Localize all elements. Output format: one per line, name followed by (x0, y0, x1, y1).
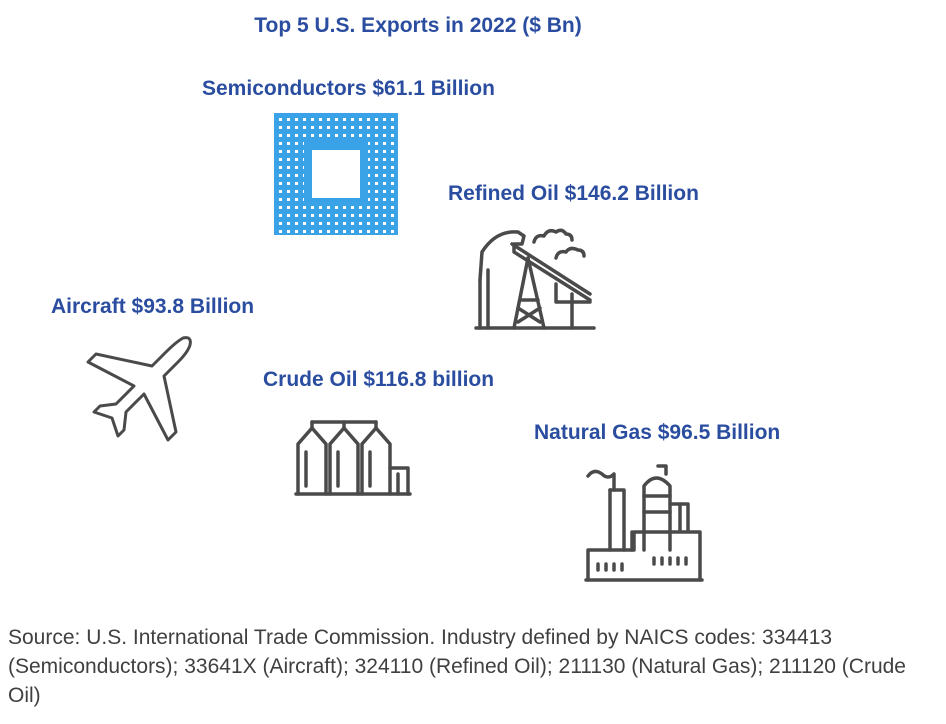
storage-silos-icon (294, 414, 414, 498)
refined-oil-label: Refined Oil $146.2 Billion (448, 182, 699, 205)
pumpjack-icon (474, 222, 596, 332)
source-note: Source: U.S. International Trade Commiss… (8, 626, 906, 707)
semiconductors-label: Semiconductors $61.1 Billion (202, 77, 495, 100)
gas-plant-icon (584, 460, 704, 582)
natural-gas-label: Natural Gas $96.5 Billion (534, 421, 781, 444)
page-title: Top 5 U.S. Exports in 2022 ($ Bn) (254, 14, 582, 37)
crude-oil-label: Crude Oil $116.8 billion (263, 368, 495, 391)
microchip-icon (274, 113, 398, 235)
airplane-icon (78, 332, 196, 448)
aircraft-label: Aircraft $93.8 Billion (51, 295, 255, 318)
